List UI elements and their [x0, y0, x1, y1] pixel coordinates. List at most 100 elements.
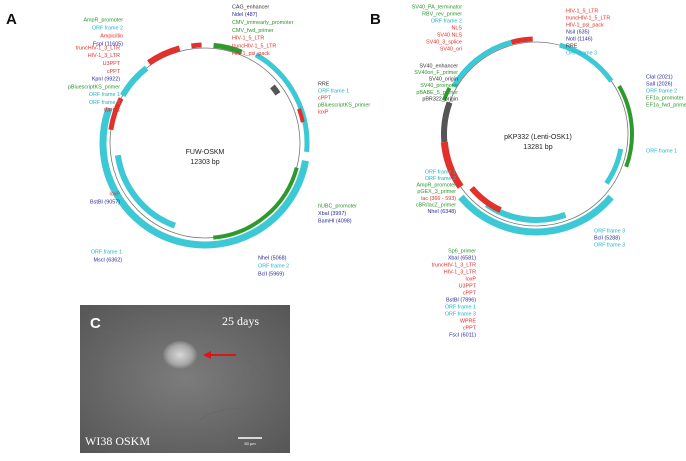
feature-arc: [451, 39, 513, 88]
panel-letter: B: [370, 11, 381, 28]
feature-label: SV40_enhancer: [419, 63, 458, 69]
plasmid-size: 13281 bp: [523, 144, 552, 151]
arrow-head: [203, 351, 211, 359]
feature-label: cPPT: [463, 290, 477, 296]
feature-label: ORF frame 3: [89, 100, 120, 106]
feature-label: ORF frame 1: [91, 249, 122, 255]
feature-arc: [440, 141, 464, 189]
feature-label: HIV-1_psi_pack: [566, 22, 604, 28]
feature-label: ORF frame 2: [646, 88, 677, 94]
feature-label: AmpR_promoter: [83, 17, 123, 23]
feature-label: ORF frame 3: [594, 242, 625, 248]
feature-label: ORF frame 2: [425, 176, 456, 182]
panel-letter: C: [90, 315, 101, 332]
feature-label: truncHIV-1_5_LTR: [232, 43, 276, 49]
feature-label: ORF frame 3: [445, 311, 476, 317]
feature-label: NotI (1146): [566, 36, 593, 42]
colony: [163, 341, 197, 369]
feature-arc: [604, 148, 624, 185]
feature-label: BstBI (9057): [90, 199, 120, 205]
feature-label: BamHI (4098): [318, 218, 352, 224]
feature-label: FspI (11605): [93, 41, 123, 47]
scale-label: 50 µm: [244, 441, 256, 446]
feature-label: loxP: [110, 191, 121, 197]
feature-label: NsiI (635): [566, 29, 590, 35]
feature-label: HIV-1_psi_pack: [232, 51, 270, 57]
feature-label: HIV-1_3_LTR: [444, 269, 476, 275]
feature-label: ORF frame 2: [258, 263, 289, 269]
feature-label: ORF frame 3: [566, 50, 597, 56]
feature-label: KpnI (9922): [92, 77, 120, 83]
feature-label: ORF frame 1: [445, 304, 476, 310]
feature-arc: [213, 42, 243, 55]
feature-label: RRE: [566, 43, 578, 49]
feature-arc: [213, 167, 299, 240]
plasmid-size: 12303 bp: [190, 159, 219, 166]
feature-label: ORF frame 2: [92, 25, 123, 31]
feature-label: U3PPT: [103, 61, 121, 67]
feature-arc: [108, 97, 124, 131]
backbone: [109, 47, 301, 239]
feature-label: SalI (2026): [646, 81, 673, 87]
feature-label: Sp6_primer: [448, 248, 476, 254]
feature-arc: [559, 42, 614, 83]
feature-arc: [297, 108, 305, 123]
feature-label: Ampicillin: [100, 33, 123, 39]
feature-label: RRE: [318, 81, 330, 87]
feature-label: U3PPT: [459, 283, 477, 289]
feature-label: cBR/lacZ_primer: [416, 202, 456, 208]
feature-arc: [270, 84, 281, 96]
plasmid-name: FUW-OSKM: [186, 149, 225, 156]
feature-label: BclI (5288): [594, 235, 620, 241]
feature-label: SV40ori_F_primer: [414, 70, 458, 76]
feature-label: cPPT: [318, 95, 332, 101]
photo: [80, 305, 290, 453]
feature-label: truncHIV-1_3_LTR: [432, 262, 476, 268]
feature-label: ORF frame 2: [431, 18, 462, 24]
feature-label: ClaI (2021): [646, 74, 673, 80]
feature-arc: [114, 154, 176, 229]
feature-label: SV40_PA_terminator: [412, 4, 462, 10]
feature-label: SV40_ori: [440, 46, 462, 52]
feature-label: WPRE: [104, 108, 121, 114]
feature-label: hUBC_promoter: [318, 203, 357, 209]
feature-arc: [469, 185, 502, 213]
feature-label: XbaI (6581): [448, 255, 476, 261]
feature-label: NheI (6348): [428, 209, 457, 215]
feature-label: ORF frame 1: [646, 148, 677, 154]
feature-arc: [191, 42, 202, 49]
feature-label: HIV-1_5_LTR: [232, 36, 264, 42]
feature-label: NheI (5068): [258, 255, 287, 261]
feature-label: RBV_rev_primer: [422, 11, 462, 17]
feature-label: NLS: [452, 25, 463, 31]
panel-letter: A: [6, 11, 17, 28]
sample-label: WI38 OSKM: [85, 434, 150, 448]
plasmid-name: pKP332 (Lenti-OSK1): [504, 134, 572, 141]
feature-arc: [120, 65, 149, 98]
feature-label: HIV-1_3_LTR: [88, 53, 120, 59]
feature-arc: [99, 106, 309, 249]
feature-label: EF1a_promoter: [646, 95, 684, 101]
feature-label: CMV_fwd_primer: [232, 28, 274, 34]
feature-label: XbaI (3997): [318, 211, 346, 217]
feature-label: cPPT: [107, 69, 121, 75]
feature-label: loxP: [466, 276, 477, 282]
feature-label: SV40_origin: [429, 77, 458, 83]
feature-label: pBABE_5_primer: [416, 90, 458, 96]
feature-label: AmpR_promoter: [416, 183, 456, 189]
feature-label: BstBI (7896): [446, 297, 476, 303]
feature-label: ORF frame 1: [318, 88, 349, 94]
feature-label: truncHIV-1_3_LTR: [76, 45, 120, 51]
feature-label: cPPT: [463, 325, 477, 331]
feature-label: CMV_immearly_promoter: [232, 20, 294, 26]
feature-label: ORF frame 1: [89, 92, 120, 98]
feature-label: truncHIV-1_5_LTR: [566, 15, 610, 21]
feature-label: HIV-1_5_LTR: [566, 8, 598, 14]
feature-label: SV40_promoter: [420, 83, 458, 89]
time-label: 25 days: [222, 314, 259, 328]
feature-label: ORF frame 1: [425, 169, 456, 175]
texture: [99, 324, 281, 421]
feature-arc: [458, 194, 614, 236]
feature-arc: [147, 45, 181, 66]
